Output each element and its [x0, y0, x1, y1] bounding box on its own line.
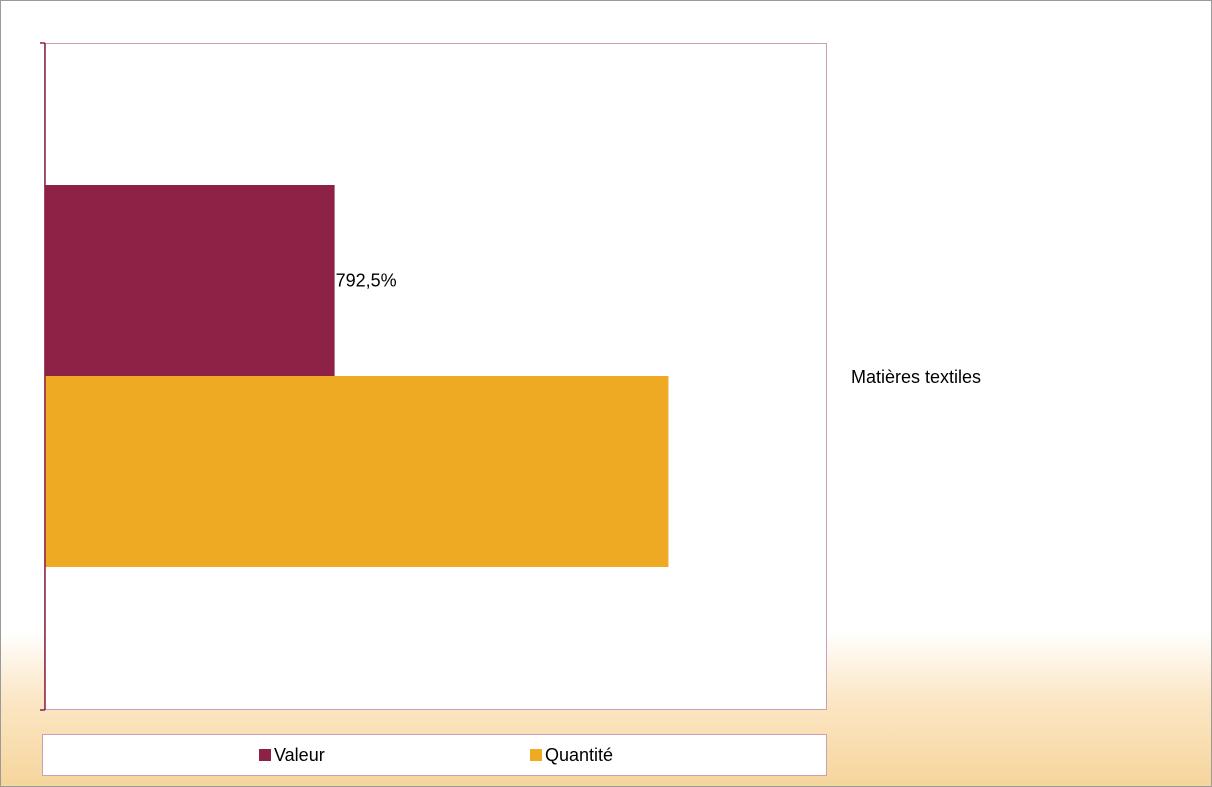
bar-valeur: [45, 185, 335, 376]
legend-label-quantite: Quantité: [545, 744, 614, 765]
category-label: Matières textiles: [851, 367, 982, 387]
legend: Valeur Quantité: [42, 734, 827, 776]
legend-label-valeur: Valeur: [274, 744, 325, 765]
bar-quantite: [45, 376, 669, 567]
legend-item-quantite: Quantité: [530, 735, 613, 775]
bars-group: 792,5%: [45, 185, 669, 567]
legend-swatch-quantite: [530, 749, 542, 761]
axis-group: [40, 42, 46, 711]
legend-item-valeur: Valeur: [259, 735, 325, 775]
legend-swatch-valeur: [259, 749, 271, 761]
data-label-valeur: 792,5%: [336, 271, 397, 291]
